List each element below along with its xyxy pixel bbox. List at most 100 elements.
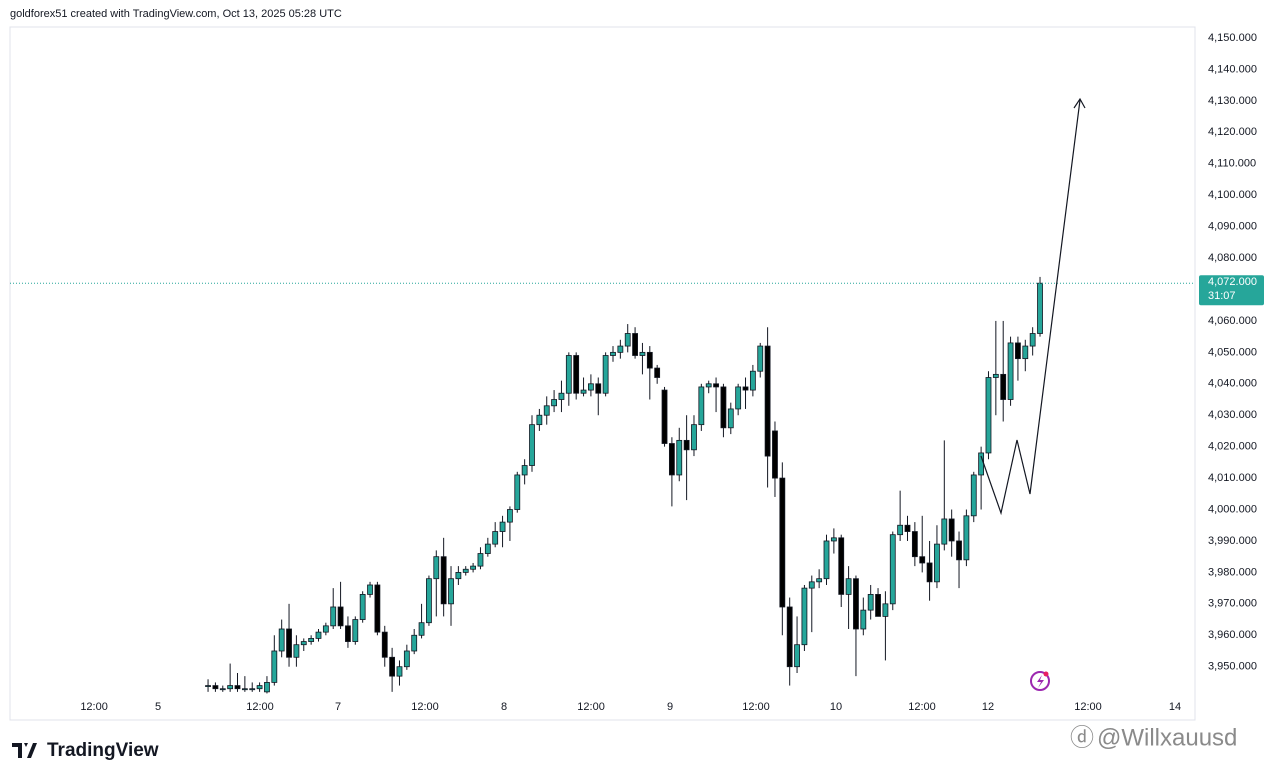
candle-body: [941, 518, 948, 545]
candle-body: [749, 370, 756, 391]
y-tick-label: 4,000.000: [1208, 503, 1257, 515]
candle-body: [823, 540, 830, 580]
candle-body: [691, 424, 697, 451]
candle-body: [359, 594, 366, 620]
candle-body: [580, 389, 587, 394]
candle-body: [543, 405, 550, 416]
candle-body: [889, 534, 896, 605]
candle-body: [838, 537, 845, 595]
candle-body: [381, 631, 388, 658]
x-tick-label: 8: [501, 701, 507, 713]
candle-body: [448, 578, 454, 605]
candle-body: [1007, 342, 1014, 400]
watermark: ⓓ @Willxauusd: [1070, 724, 1237, 751]
candle-body: [264, 682, 270, 693]
x-tick-label: 12:00: [742, 701, 770, 713]
x-tick-label: 12: [982, 701, 994, 713]
y-tick-label: 4,080.000: [1208, 252, 1257, 264]
x-tick-label: 12:00: [80, 701, 108, 713]
candle-body: [595, 383, 602, 394]
candle-body: [904, 524, 911, 532]
candle-body: [646, 351, 653, 369]
candle-body: [462, 568, 469, 573]
candle-body: [551, 399, 557, 407]
candle-body: [219, 688, 226, 691]
candle-body: [956, 540, 962, 561]
candle-body: [477, 553, 484, 567]
candle-body: [403, 650, 410, 668]
last-price-label: 4,072.000: [1208, 276, 1257, 288]
y-tick-label: 4,130.000: [1208, 95, 1257, 107]
candle-body: [278, 628, 285, 652]
candle-body: [698, 386, 705, 426]
candle-body: [610, 351, 616, 356]
candle-body: [352, 619, 359, 642]
y-tick-label: 4,020.000: [1208, 441, 1257, 453]
candle-body: [948, 518, 955, 542]
candle-body: [227, 685, 234, 690]
candle-body: [1037, 282, 1043, 334]
candle-body: [992, 373, 999, 378]
candle-body: [970, 474, 977, 517]
candle-body: [617, 345, 624, 353]
candle-body: [411, 634, 418, 652]
candle-body: [345, 625, 351, 642]
y-tick-label: 4,060.000: [1208, 315, 1257, 327]
y-tick-label: 3,950.000: [1208, 661, 1257, 673]
candle-body: [897, 524, 904, 536]
candle-body: [330, 606, 337, 627]
candle-body: [241, 688, 248, 691]
candle-body: [588, 383, 594, 391]
candle-body: [801, 587, 808, 646]
candle-body: [212, 685, 219, 690]
x-tick-label: 9: [667, 701, 673, 713]
candle-body: [558, 392, 565, 400]
logo: TradingView: [12, 740, 159, 761]
watermark-text: @Willxauusd: [1097, 724, 1237, 751]
y-tick-label: 3,990.000: [1208, 535, 1257, 547]
candle-body: [860, 609, 867, 630]
x-tick-label: 14: [1169, 701, 1181, 713]
candle-body: [668, 443, 675, 476]
candle-body: [875, 594, 881, 617]
candle-body: [1022, 345, 1029, 360]
countdown-label: 31:07: [1208, 290, 1236, 302]
candle-body: [705, 383, 712, 388]
candle-body: [882, 603, 889, 617]
x-tick-label: 12:00: [1074, 701, 1102, 713]
candle-body: [536, 414, 543, 426]
candle-body: [1029, 333, 1036, 347]
candle-body: [602, 355, 609, 394]
candle-body: [853, 578, 859, 630]
candle-body: [985, 377, 992, 454]
candle-body: [573, 355, 580, 394]
x-tick-label: 12:00: [411, 701, 439, 713]
candle-body: [374, 584, 381, 633]
candle-body: [794, 644, 800, 668]
y-tick-label: 4,090.000: [1208, 221, 1257, 233]
candle-body: [727, 408, 734, 429]
x-tick-label: 7: [335, 701, 341, 713]
candle-body: [713, 383, 719, 388]
candle-body: [639, 351, 646, 356]
y-tick-label: 4,030.000: [1208, 409, 1257, 421]
candle-body: [808, 581, 815, 589]
candle-body: [772, 430, 778, 479]
candle-body: [720, 386, 727, 429]
candle-body: [963, 515, 970, 561]
candle-body: [418, 622, 425, 636]
plot-frame: [9, 26, 1196, 721]
watermark-icon: ⓓ: [1070, 724, 1094, 751]
candle-body: [256, 685, 263, 690]
candle-body: [293, 644, 300, 658]
y-tick-label: 4,120.000: [1208, 126, 1257, 138]
candle-body: [624, 333, 631, 347]
candle-body: [499, 521, 506, 532]
logo-text: TradingView: [47, 740, 159, 761]
candle-body: [514, 474, 521, 510]
candle-body: [845, 578, 852, 595]
y-tick-label: 3,960.000: [1208, 629, 1257, 641]
candle-body: [271, 650, 278, 683]
candle-body: [779, 477, 786, 608]
